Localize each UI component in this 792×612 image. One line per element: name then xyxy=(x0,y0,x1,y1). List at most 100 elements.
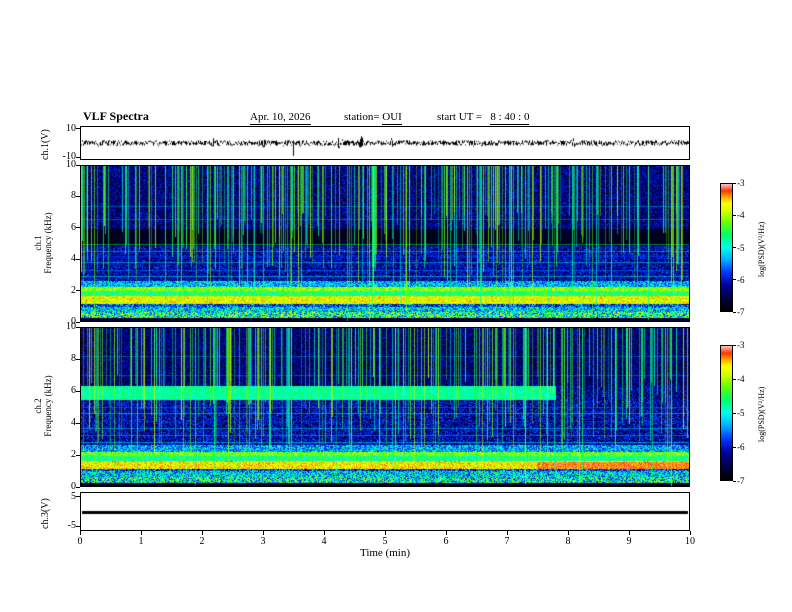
ch1-voltage-axis-label: ch.1(V) xyxy=(40,129,51,160)
x-tick-mark xyxy=(324,531,325,535)
colorbar-ch1 xyxy=(720,183,733,312)
ch3-waveform-canvas xyxy=(81,493,689,530)
ch2-frequency-axis-label: ch.2 Frequency (kHz) xyxy=(33,364,53,448)
colorbar-ch1-label: log(PSD)(V²/Hz) xyxy=(757,222,766,277)
ch1-waveform-canvas xyxy=(81,127,689,159)
y-tick-label: 8 xyxy=(52,353,76,364)
ch3-voltage-axis-label: ch.3(V) xyxy=(40,498,51,529)
x-tick-label: 9 xyxy=(620,536,638,547)
x-tick-mark xyxy=(141,531,142,535)
x-tick-mark xyxy=(202,531,203,535)
ch1-spectrogram-panel xyxy=(80,165,690,322)
x-tick-mark xyxy=(507,531,508,535)
colorbar-ch2-canvas xyxy=(721,346,732,480)
colorbar-tick-label: -6 xyxy=(737,275,753,286)
station-prefix: station= xyxy=(344,111,380,123)
colorbar-tick-mark xyxy=(733,215,736,216)
y-tick-label: 5 xyxy=(52,491,76,502)
x-tick-label: 1 xyxy=(132,536,150,547)
y-tick-mark xyxy=(76,496,80,497)
colorbar-tick-label: -4 xyxy=(737,374,753,385)
x-tick-label: 8 xyxy=(559,536,577,547)
station-label: station= OUI xyxy=(344,111,402,123)
x-tick-label: 2 xyxy=(193,536,211,547)
x-tick-label: 6 xyxy=(437,536,455,547)
colorbar-tick-label: -4 xyxy=(737,210,753,221)
y-tick-label: 6 xyxy=(52,385,76,396)
y-tick-label: 6 xyxy=(52,222,76,233)
x-tick-label: 7 xyxy=(498,536,516,547)
y-tick-mark xyxy=(76,128,80,129)
y-tick-mark xyxy=(76,391,80,392)
colorbar-tick-mark xyxy=(733,379,736,380)
colorbar-tick-mark xyxy=(733,312,736,313)
y-tick-label: 2 xyxy=(52,449,76,460)
colorbar-tick-mark xyxy=(733,279,736,280)
x-tick-label: 3 xyxy=(254,536,272,547)
y-tick-mark xyxy=(76,259,80,260)
y-tick-mark xyxy=(76,322,80,323)
y-tick-label: 2 xyxy=(52,285,76,296)
colorbar-tick-mark xyxy=(733,447,736,448)
colorbar-tick-label: -7 xyxy=(737,476,753,487)
start-ut-value: 8 : 40 : 0 xyxy=(490,111,529,125)
ch2-spectrogram-panel xyxy=(80,327,690,487)
y-tick-mark xyxy=(76,327,80,328)
y-tick-mark xyxy=(76,423,80,424)
colorbar-tick-label: -3 xyxy=(737,340,753,351)
x-tick-mark xyxy=(263,531,264,535)
x-tick-label: 5 xyxy=(376,536,394,547)
vlf-spectra-plot: VLF Spectra Apr. 10, 2026 station= OUI s… xyxy=(0,0,792,612)
ch1-axis-label-line1: ch.1 xyxy=(33,201,43,285)
x-tick-mark xyxy=(629,531,630,535)
y-tick-label: 8 xyxy=(52,190,76,201)
y-tick-label: 4 xyxy=(52,417,76,428)
ch2-spectrogram-canvas xyxy=(81,328,689,486)
x-tick-label: 0 xyxy=(71,536,89,547)
colorbar-tick-label: -5 xyxy=(737,408,753,419)
y-tick-mark xyxy=(76,196,80,197)
colorbar-tick-label: -6 xyxy=(737,442,753,453)
colorbar-tick-mark xyxy=(733,183,736,184)
colorbar-tick-mark xyxy=(733,413,736,414)
colorbar-ch1-canvas xyxy=(721,184,732,311)
x-tick-mark xyxy=(446,531,447,535)
ch1-frequency-axis-label: ch.1 Frequency (kHz) xyxy=(33,201,53,285)
ch1-spectrogram-canvas xyxy=(81,166,689,321)
y-tick-label: 10 xyxy=(52,321,76,332)
ch1-axis-label-line2: Frequency (kHz) xyxy=(43,201,53,285)
colorbar-tick-label: -7 xyxy=(737,307,753,318)
station-value: OUI xyxy=(382,111,402,125)
colorbar-tick-mark xyxy=(733,345,736,346)
time-axis-label: Time (min) xyxy=(335,547,435,559)
colorbar-tick-label: -3 xyxy=(737,178,753,189)
y-tick-mark xyxy=(76,487,80,488)
x-tick-mark xyxy=(385,531,386,535)
y-tick-mark xyxy=(76,455,80,456)
y-tick-mark xyxy=(76,290,80,291)
x-tick-label: 4 xyxy=(315,536,333,547)
y-tick-label: 10 xyxy=(52,123,76,134)
x-tick-mark xyxy=(568,531,569,535)
y-tick-mark xyxy=(76,227,80,228)
colorbar-tick-mark xyxy=(733,481,736,482)
y-tick-mark xyxy=(76,165,80,166)
plot-title: VLF Spectra xyxy=(83,109,149,124)
colorbar-tick-mark xyxy=(733,247,736,248)
start-ut-label: start UT = 8 : 40 : 0 xyxy=(437,111,529,123)
ch1-voltage-panel xyxy=(80,126,690,160)
x-tick-mark xyxy=(690,531,691,535)
y-tick-label: 4 xyxy=(52,253,76,264)
ch2-axis-label-line2: Frequency (kHz) xyxy=(43,364,53,448)
colorbar-ch2 xyxy=(720,345,733,481)
y-tick-label: -5 xyxy=(52,520,76,531)
ch2-axis-label-line1: ch.2 xyxy=(33,364,43,448)
colorbar-ch2-label: log(PSD)(V²/Hz) xyxy=(757,387,766,442)
ch3-voltage-panel xyxy=(80,492,690,531)
x-tick-mark xyxy=(80,531,81,535)
x-tick-label: 10 xyxy=(681,536,699,547)
start-ut-prefix: start UT = xyxy=(437,111,485,123)
date-label: Apr. 10, 2026 xyxy=(250,111,311,125)
y-tick-mark xyxy=(76,157,80,158)
colorbar-tick-label: -5 xyxy=(737,243,753,254)
